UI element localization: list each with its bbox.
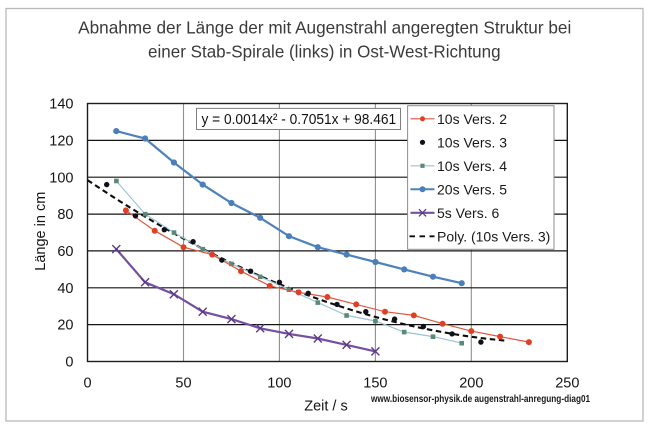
svg-text:Abnahme der Länge der mit Auge: Abnahme der Länge der mit Augenstrahl an… bbox=[78, 17, 571, 37]
svg-text:40: 40 bbox=[57, 281, 73, 297]
svg-text:www.biosensor-physik.de augens: www.biosensor-physik.de augenstrahl-anre… bbox=[370, 392, 590, 404]
svg-text:140: 140 bbox=[49, 97, 73, 113]
svg-text:10s Vers. 2: 10s Vers. 2 bbox=[437, 111, 507, 127]
svg-text:20: 20 bbox=[57, 318, 73, 334]
svg-text:100: 100 bbox=[267, 375, 291, 391]
svg-text:10s Vers. 3: 10s Vers. 3 bbox=[437, 134, 507, 150]
svg-text:0: 0 bbox=[65, 355, 73, 371]
svg-text:200: 200 bbox=[459, 375, 483, 391]
svg-text:Zeit / s: Zeit / s bbox=[304, 399, 348, 415]
svg-text:150: 150 bbox=[363, 375, 387, 391]
svg-text:einer Stab-Spirale (links) in: einer Stab-Spirale (links) in Ost-West-R… bbox=[148, 41, 501, 62]
svg-text:250: 250 bbox=[555, 375, 579, 391]
svg-text:0: 0 bbox=[83, 375, 91, 391]
svg-text:Poly. (10s Vers. 3): Poly. (10s Vers. 3) bbox=[437, 228, 550, 244]
svg-text:10s Vers. 4: 10s Vers. 4 bbox=[437, 158, 507, 174]
svg-text:y = 0.0014x² - 0.7051x + 98.46: y = 0.0014x² - 0.7051x + 98.461 bbox=[201, 112, 396, 129]
svg-text:20s Vers. 5: 20s Vers. 5 bbox=[437, 181, 507, 197]
svg-text:100: 100 bbox=[49, 170, 73, 186]
svg-text:Länge in cm: Länge in cm bbox=[33, 192, 49, 271]
svg-text:50: 50 bbox=[175, 375, 191, 391]
svg-text:120: 120 bbox=[49, 134, 73, 150]
svg-text:80: 80 bbox=[57, 207, 73, 223]
svg-text:60: 60 bbox=[57, 244, 73, 260]
svg-text:5s Vers. 6: 5s Vers. 6 bbox=[437, 205, 499, 221]
